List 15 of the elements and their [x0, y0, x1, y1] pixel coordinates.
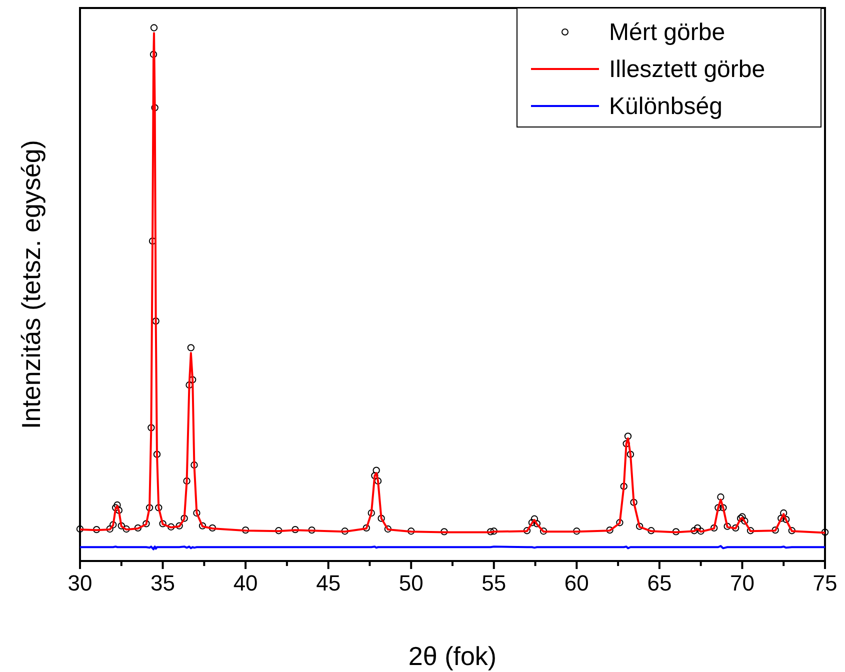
x-tick-label: 60	[564, 570, 589, 596]
legend-label: Mért görbe	[609, 19, 726, 46]
y-axis-title: Intenzitás (tetsz. egység)	[16, 140, 46, 430]
x-tick-label: 55	[482, 570, 506, 596]
legend-label: Különbség	[609, 93, 722, 120]
x-tick-label: 50	[398, 570, 424, 596]
x-axis-title: 2θ (fok)	[408, 641, 497, 671]
x-tick-label: 40	[233, 570, 258, 596]
x-tick-label: 75	[812, 570, 838, 596]
legend-label: Illesztett görbe	[609, 56, 766, 83]
x-tick-label: 35	[150, 570, 176, 596]
x-tick-label: 70	[730, 570, 754, 596]
x-tick-label: 65	[647, 570, 672, 596]
x-tick-label: 30	[68, 570, 92, 596]
x-tick-label: 45	[316, 570, 341, 596]
